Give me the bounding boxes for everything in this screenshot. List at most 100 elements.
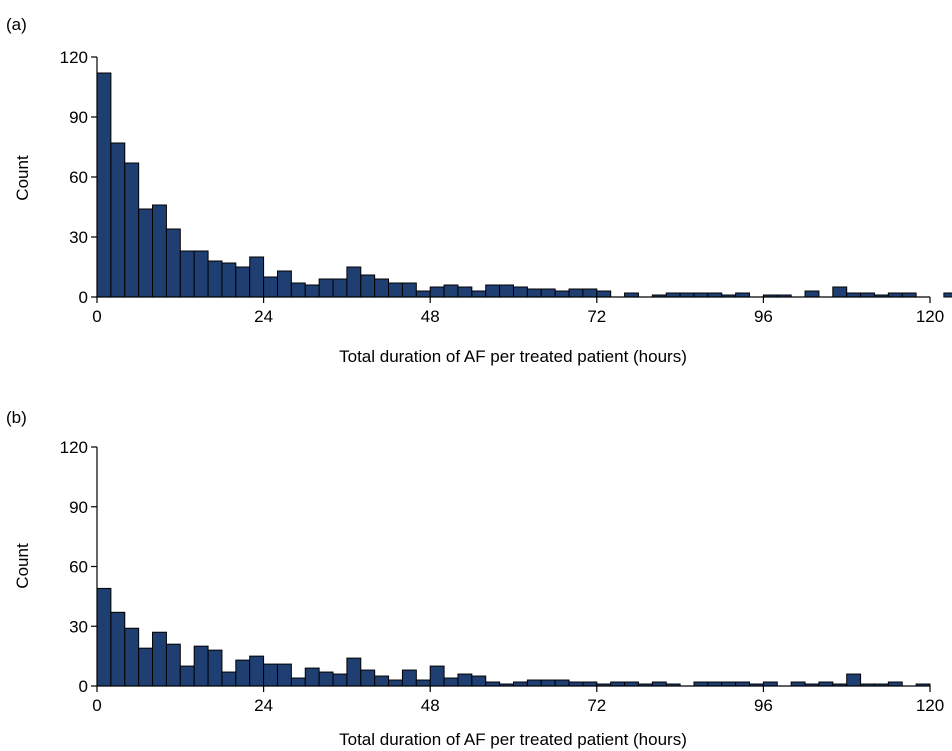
panel-a: (a) Count Total duration of AF per treat… [6, 15, 952, 366]
panel-a-bar [457, 286, 473, 298]
panel-b-bar [152, 631, 167, 687]
panel-b-bar [138, 647, 154, 687]
panel-b-bar [332, 673, 348, 687]
panel-b-bar [346, 657, 362, 687]
panel-b-bar [846, 673, 862, 687]
panel-b-bar [96, 587, 112, 687]
panel-b-bar [235, 659, 251, 687]
panel-b-bar [540, 679, 556, 687]
panel-a-y-tick-label: 30 [69, 228, 88, 247]
panel-a-bar [96, 72, 112, 298]
panel-a-bar [221, 262, 237, 298]
panel-b-x-tick-label: 120 [916, 696, 944, 715]
panel-b-bar [457, 673, 473, 687]
panel-b-bar [263, 663, 278, 687]
panel-a-bar [582, 288, 598, 298]
panel-b-bar [429, 665, 445, 687]
panel-b-label: (b) [6, 408, 27, 427]
panel-b-x-tick-label: 72 [587, 696, 606, 715]
panel-b-y-tick-label: 60 [69, 558, 88, 577]
panel-b-bar [471, 675, 487, 687]
panel-a-bar [526, 288, 542, 298]
panel-b-bar [249, 655, 265, 687]
panel-a-bar [596, 290, 612, 298]
panel-a-bar [943, 292, 952, 298]
panel-a-x-tick-label: 96 [754, 307, 773, 326]
panel-b-y-tick-label: 90 [69, 498, 88, 517]
panel-b-bar [207, 649, 223, 687]
panel-b-x-tick-label: 96 [754, 696, 773, 715]
panel-b-bars [96, 587, 931, 687]
panel-a-x-tick-label: 0 [92, 307, 101, 326]
panel-a-bar [415, 290, 431, 298]
panel-a-bar [568, 288, 584, 298]
panel-b-bar [179, 665, 195, 687]
panel-a-bar [179, 250, 195, 298]
panel-a-y-tick-label: 120 [60, 48, 88, 67]
panel-b-bar [443, 677, 459, 687]
panel-a-y-tick-label: 60 [69, 168, 88, 187]
panel-b-bar [526, 679, 542, 687]
panel-b-bar [110, 611, 126, 687]
panel-a-x-tick-label: 120 [916, 307, 944, 326]
panel-a-x-tick-label: 72 [587, 307, 606, 326]
panel-b-y-tick-label: 120 [60, 438, 88, 457]
panel-a-bar [346, 266, 362, 298]
panel-a-bar [471, 290, 487, 298]
panel-b-bar [388, 679, 403, 687]
panel-a-bar [360, 274, 376, 298]
panel-b-x-axis-title: Total duration of AF per treated patient… [339, 730, 687, 749]
panel-b-y-tick-label: 0 [79, 677, 88, 696]
panel-b-bar [304, 667, 320, 687]
panel-a-bar [193, 250, 209, 298]
panel-a-bar [152, 204, 167, 298]
panel-a-x-tick-label: 24 [254, 307, 273, 326]
panel-a-bar [207, 260, 223, 298]
panel-a-bar [290, 282, 306, 298]
panel-b-bar [554, 679, 570, 687]
panel-b: (b) Count Total duration of AF per treat… [6, 408, 944, 749]
panel-a-bar [124, 162, 140, 298]
panel-a-bar [263, 276, 278, 298]
panel-b-bar [415, 679, 431, 687]
panel-b-bar [374, 675, 390, 687]
panel-b-x-tick-label: 24 [254, 696, 273, 715]
panel-a-y-tick-label: 0 [79, 288, 88, 307]
panel-a-bar [429, 286, 445, 298]
panel-b-x-tick-label: 48 [421, 696, 440, 715]
panel-b-bar [124, 627, 140, 687]
panel-a-bar [110, 142, 126, 298]
panel-b-bar [318, 671, 334, 687]
panel-a-bar [249, 256, 265, 298]
panel-a-bar [374, 278, 390, 298]
panel-a-bar [554, 290, 570, 298]
panel-a-bar [485, 284, 501, 298]
panel-a-bar [832, 286, 848, 298]
panel-a-y-tick-label: 90 [69, 108, 88, 127]
panel-a-bar [443, 284, 459, 298]
panel-b-bar [360, 669, 376, 687]
panel-a-bar [276, 270, 292, 298]
panel-a-axes: 0 30 60 90 120 0 24 48 72 96 120 [60, 48, 945, 326]
panel-b-bar [401, 669, 417, 687]
panel-b-x-tick-label: 0 [92, 696, 101, 715]
panel-b-y-tick-label: 30 [69, 617, 88, 636]
panel-a-y-axis-title: Count [13, 155, 32, 201]
panel-a-bar [235, 266, 251, 298]
panel-a-x-tick-label: 48 [421, 307, 440, 326]
panel-a-bar [304, 284, 320, 298]
panel-a-bars [96, 72, 952, 298]
panel-a-label: (a) [6, 15, 27, 34]
panel-a-bar [499, 284, 515, 298]
panel-b-axes: 0 30 60 90 120 0 24 48 72 96 120 [60, 438, 945, 715]
panel-a-bar [401, 282, 417, 298]
panel-b-bar [221, 671, 237, 687]
panel-a-bar [388, 282, 403, 298]
panel-b-bar [193, 645, 209, 687]
panel-b-bar [165, 643, 181, 687]
panel-a-x-axis-title: Total duration of AF per treated patient… [339, 347, 687, 366]
panel-a-bar [165, 228, 181, 298]
panel-b-y-axis-title: Count [13, 543, 32, 589]
panel-a-bar [318, 278, 334, 298]
